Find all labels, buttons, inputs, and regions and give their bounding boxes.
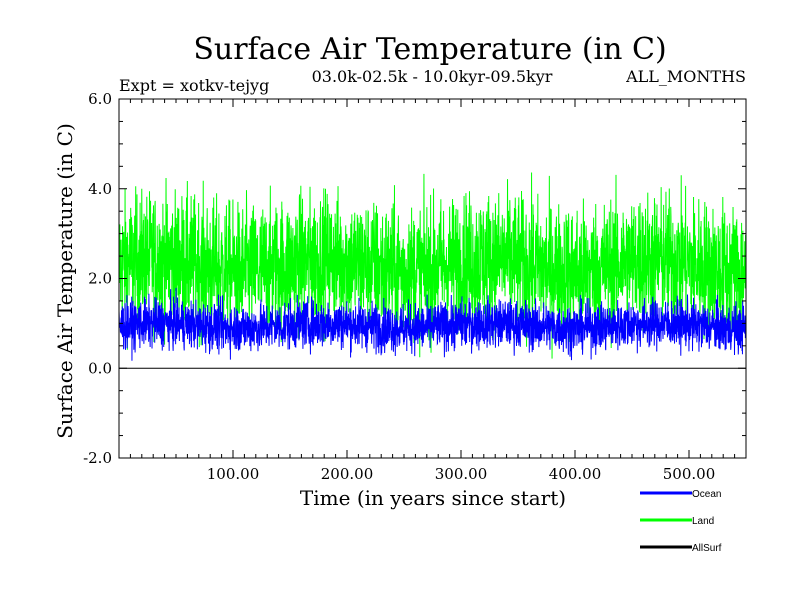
x-tick-label: 500.00: [663, 465, 716, 483]
legend: Ocean Land AllSurf: [640, 489, 722, 554]
y-axis-label: Surface Air Temperature (in C): [53, 123, 77, 439]
chart-title: Surface Air Temperature (in C): [193, 32, 666, 67]
x-tick-label: 100.00: [207, 465, 260, 483]
series-ocean-line: [118, 287, 747, 361]
legend-label-land: Land: [692, 516, 714, 527]
legend-label-ocean: Ocean: [692, 489, 721, 500]
series-land-line: [118, 172, 747, 359]
x-tick-label: 400.00: [549, 465, 602, 483]
y-tick-label: 0.0: [88, 359, 112, 377]
x-tick-label: 300.00: [435, 465, 488, 483]
y-tick-label: 2.0: [88, 270, 112, 288]
months-label: ALL_MONTHS: [625, 67, 746, 86]
plot-area: [118, 172, 747, 369]
x-tick-label: 200.00: [321, 465, 374, 483]
y-tick-label: 4.0: [88, 180, 112, 198]
legend-label-allsurf: AllSurf: [692, 543, 722, 554]
experiment-label: Expt = xotkv-tejyg: [119, 76, 269, 95]
y-tick-label: 6.0: [88, 90, 112, 108]
y-tick-label: -2.0: [83, 449, 112, 467]
x-axis-label: Time (in years since start): [300, 486, 566, 510]
axes: 100.00 200.00 300.00 400.00 500.00 -2.0 0.0 2.0…: [83, 90, 747, 483]
period-label: 03.0k-02.5k - 10.0kyr-09.5kyr: [312, 67, 553, 86]
